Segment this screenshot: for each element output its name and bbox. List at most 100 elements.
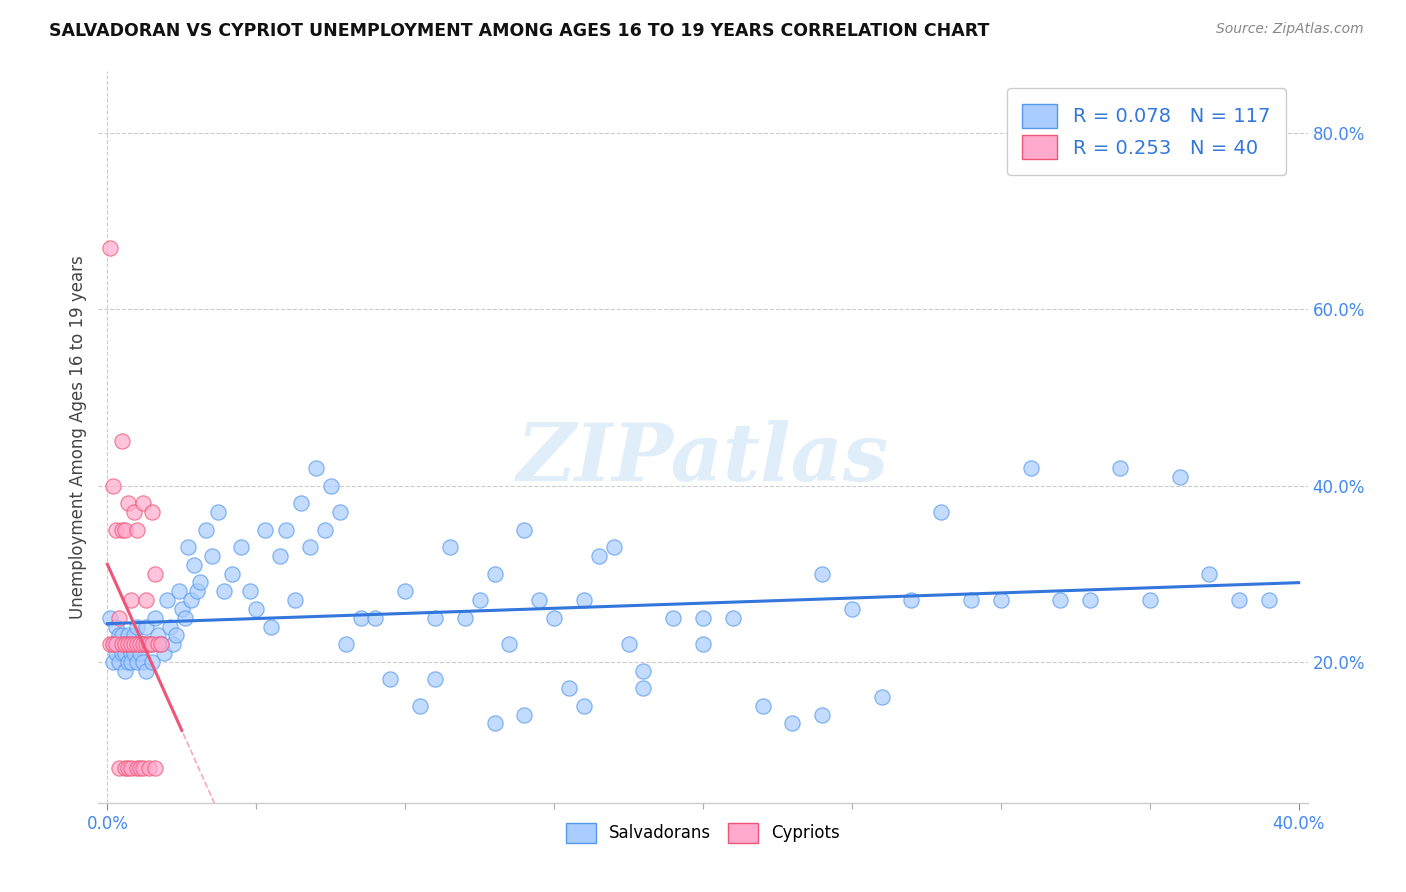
Point [1109,461,1132,475]
Point [117,628,139,642]
Point [114,646,136,660]
Point [108,760,131,774]
Point [439,540,461,554]
Point [141,505,163,519]
Point [111,434,134,449]
Point [319,478,342,492]
Point [207,505,229,519]
Point [165,628,187,642]
Point [122,646,145,660]
Point [364,611,387,625]
Point [127,619,149,633]
Point [120,655,142,669]
Point [245,602,267,616]
Point [141,655,163,669]
Point [329,505,352,519]
Point [1198,566,1220,581]
Legend: Salvadorans, Cypriots: Salvadorans, Cypriots [555,813,851,853]
Point [105,619,128,633]
Text: ZIPatlas: ZIPatlas [517,420,889,498]
Point [513,707,536,722]
Point [314,523,336,537]
Point [260,619,283,633]
Point [290,496,312,510]
Point [335,637,357,651]
Point [180,593,202,607]
Point [103,478,125,492]
Point [117,637,139,651]
Point [117,655,139,669]
Point [127,637,149,651]
Point [105,646,128,660]
Y-axis label: Unemployment Among Ages 16 to 19 years: Unemployment Among Ages 16 to 19 years [69,255,87,619]
Point [146,628,169,642]
Point [135,619,157,633]
Point [960,593,983,607]
Point [173,611,195,625]
Point [141,637,163,651]
Point [484,716,506,731]
Point [1257,593,1279,607]
Point [122,637,145,651]
Point [146,637,169,651]
Point [132,637,155,651]
Point [135,664,157,678]
Point [129,760,152,774]
Point [167,584,190,599]
Point [111,646,134,660]
Point [394,584,416,599]
Point [108,628,131,642]
Point [135,637,157,651]
Point [617,637,640,651]
Point [103,637,125,651]
Point [409,698,432,713]
Point [231,540,253,554]
Point [633,664,655,678]
Point [114,637,136,651]
Point [114,664,136,678]
Point [349,611,371,625]
Point [212,584,235,599]
Point [114,760,136,774]
Point [1019,461,1042,475]
Point [183,558,205,572]
Point [162,637,184,651]
Point [111,523,134,537]
Point [149,637,172,651]
Point [188,575,211,590]
Point [153,646,176,660]
Point [811,566,834,581]
Point [120,637,142,651]
Point [111,637,134,651]
Point [132,760,155,774]
Point [269,549,291,563]
Point [127,523,149,537]
Point [633,681,655,696]
Point [543,611,565,625]
Point [1227,593,1250,607]
Point [105,637,128,651]
Point [929,505,952,519]
Point [141,637,163,651]
Point [527,593,550,607]
Point [105,523,128,537]
Point [900,593,922,607]
Point [143,566,166,581]
Point [200,549,222,563]
Point [111,628,134,642]
Point [870,690,893,704]
Point [588,549,610,563]
Text: Source: ZipAtlas.com: Source: ZipAtlas.com [1216,22,1364,37]
Point [120,646,142,660]
Point [298,540,321,554]
Point [159,619,181,633]
Point [143,611,166,625]
Point [127,637,149,651]
Text: SALVADORAN VS CYPRIOT UNEMPLOYMENT AMONG AGES 16 TO 19 YEARS CORRELATION CHART: SALVADORAN VS CYPRIOT UNEMPLOYMENT AMONG… [49,22,990,40]
Point [108,655,131,669]
Point [117,637,139,651]
Point [692,637,714,651]
Point [122,628,145,642]
Point [721,611,744,625]
Point [498,637,520,651]
